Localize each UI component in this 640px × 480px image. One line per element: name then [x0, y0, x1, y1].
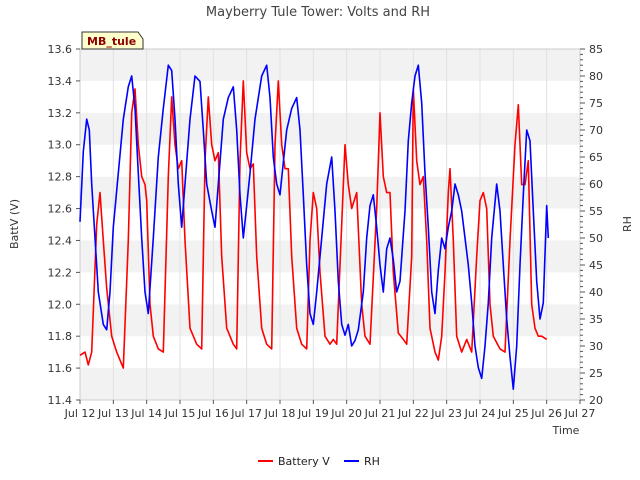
y-tick-label: 12.6 — [48, 203, 73, 216]
y-axis-left: 11.4 11.6 11.8 12.0 12.2 12.4 12.6 12.8 13.0 13.2… — [48, 43, 80, 407]
y2-tick-label: 30 — [589, 340, 603, 353]
y2-tick-label: 35 — [589, 313, 603, 326]
chart-title: Mayberry Tule Tower: Volts and RH — [206, 5, 430, 20]
series-layer — [79, 64, 550, 390]
series-line-rh — [79, 64, 550, 390]
y2-tick-label: 60 — [589, 178, 603, 191]
y-axis-right: 20 25 30 35 40 45 50 55 60 65 70 75 80 85 — [580, 43, 603, 407]
y-tick-label: 12.0 — [48, 298, 73, 311]
x-tick-label: Jul 19 — [297, 407, 329, 420]
x-axis-title: Time — [552, 424, 580, 437]
x-tick-label: Jul 26 — [530, 407, 562, 420]
x-tick-label: Jul 18 — [264, 407, 296, 420]
y-tick-label: 11.8 — [48, 330, 73, 343]
y-tick-label: 12.4 — [48, 234, 73, 247]
y2-tick-label: 65 — [589, 151, 603, 164]
series-line-battery-v — [79, 80, 548, 369]
y2-tick-label: 55 — [589, 205, 603, 218]
y2-tick-label: 85 — [589, 43, 603, 56]
legend-item-rh[interactable]: RH — [344, 455, 380, 468]
x-tick-label: Jul 17 — [230, 407, 262, 420]
legend-item-battery-v[interactable]: Battery V — [258, 455, 330, 468]
y2-tick-label: 75 — [589, 97, 603, 110]
grid-band — [80, 240, 580, 273]
y-axis-title: BattV (V) — [8, 199, 21, 249]
station-badge-box — [81, 31, 144, 50]
grid-band — [80, 304, 580, 337]
y2-tick-label: 50 — [589, 232, 603, 245]
grid-band — [80, 49, 580, 81]
grid-band — [80, 144, 580, 177]
y-tick-label: 13.6 — [48, 43, 73, 56]
x-tick-label: Jul 16 — [197, 407, 229, 420]
x-tick-label: Jul 21 — [364, 407, 396, 420]
y2-tick-label: 20 — [589, 394, 603, 407]
grid-band — [80, 368, 580, 400]
y-tick-label: 12.2 — [48, 266, 73, 279]
x-tick-label: Jul 15 — [164, 407, 196, 420]
x-tick-label: Jul 20 — [330, 407, 362, 420]
x-tick-label: Jul 22 — [397, 407, 429, 420]
y-tick-label: 11.6 — [48, 362, 73, 375]
y-tick-label: 11.4 — [48, 394, 73, 407]
station-badge: MB_tule — [81, 31, 144, 50]
grid-band — [80, 80, 580, 113]
y-tick-label: 12.8 — [48, 171, 73, 184]
x-tick-label: Jul 25 — [497, 407, 529, 420]
y2-axis-title: RH — [621, 216, 634, 232]
legend-label-battery-v: Battery V — [278, 455, 330, 468]
legend-label-rh: RH — [364, 455, 380, 468]
y2-tick-label: 40 — [589, 286, 603, 299]
station-label: MB_tule — [87, 35, 136, 48]
y2-tick-label: 80 — [589, 70, 603, 83]
x-tick-label: Jul 23 — [430, 407, 462, 420]
y-tick-label: 13.0 — [48, 139, 73, 152]
x-tick-label: Jul 24 — [464, 407, 496, 420]
plot-frame — [79, 48, 581, 401]
x-tick-label: Jul 14 — [130, 407, 162, 420]
x-tick-label: Jul 27 — [564, 407, 596, 420]
grid-band — [80, 208, 580, 241]
y-tick-label: 13.2 — [48, 107, 73, 120]
x-axis: Jul 12 Jul 13 Jul 14 Jul 15 Jul 16 Jul 17 Jul … — [64, 400, 596, 420]
y2-tick-label: 70 — [589, 124, 603, 137]
x-tick-label: Jul 13 — [97, 407, 129, 420]
grid-band — [80, 112, 580, 145]
x-tick-label: Jul 12 — [64, 407, 96, 420]
grid-band — [80, 272, 580, 305]
y2-tick-label: 45 — [589, 259, 603, 272]
y-tick-label: 13.4 — [48, 75, 73, 88]
y2-tick-label: 25 — [589, 367, 603, 380]
legend: Battery V RH — [258, 455, 380, 468]
